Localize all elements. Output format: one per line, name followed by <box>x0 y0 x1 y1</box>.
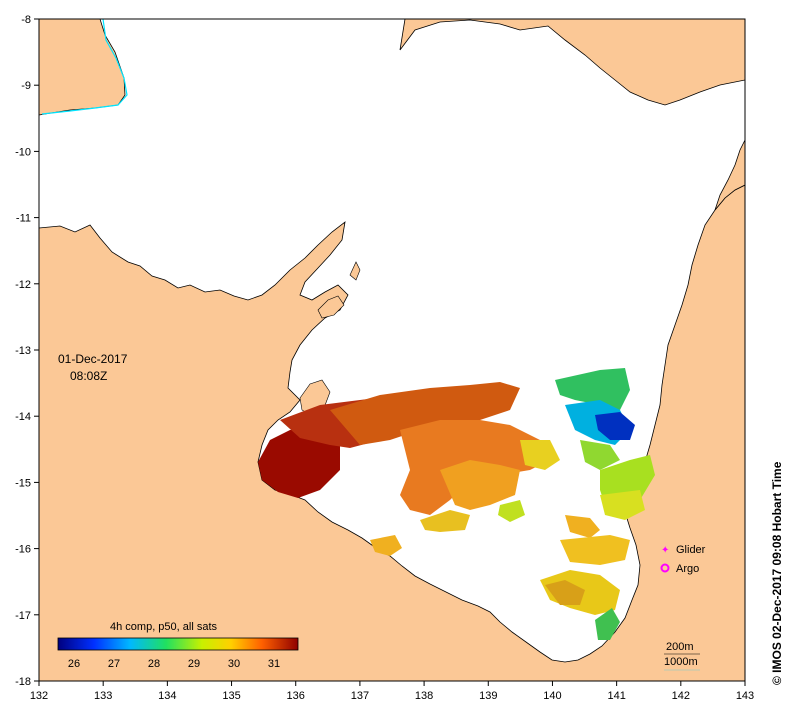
lat-tick-label: -10 <box>15 146 31 158</box>
colorbar-tick-label: 27 <box>108 658 120 670</box>
lon-tick-label: 142 <box>672 690 690 702</box>
contour-1000-label: 1000m <box>664 656 698 668</box>
colorbar-title: 4h comp, p50, all sats <box>110 621 218 633</box>
colorbar-ticks: 26 27 28 29 30 31 <box>68 658 280 670</box>
colorbar-tick-label: 26 <box>68 658 80 670</box>
island-2 <box>349 261 361 281</box>
lon-tick-label: 133 <box>94 690 112 702</box>
glider-label: Glider <box>676 544 706 556</box>
lat-tick-label: -14 <box>15 411 31 423</box>
lon-tick-label: 141 <box>607 690 625 702</box>
colorbar-tick-label: 30 <box>228 658 240 670</box>
lat-tick-label: -13 <box>15 345 31 357</box>
sst-overlay <box>258 368 655 640</box>
island-1 <box>317 295 345 319</box>
colorbar-tick-label: 28 <box>148 658 160 670</box>
lat-tick-label: -9 <box>21 80 31 92</box>
lat-tick-label: -8 <box>21 14 31 26</box>
lon-tick-label: 137 <box>351 690 369 702</box>
lon-tick-label: 143 <box>736 690 754 702</box>
argo-marker <box>660 563 670 573</box>
lon-tick-label: 139 <box>479 690 497 702</box>
lat-axis: -8 -9 -10 -11 -12 -13 -14 -15 -16 -17 -18 <box>15 14 39 688</box>
contour-200-label: 200m <box>666 641 694 653</box>
lat-tick-label: -12 <box>15 279 31 291</box>
lat-tick-label: -18 <box>15 676 31 688</box>
credit-text: © IMOS 02-Dec-2017 09:08 Hobart Time <box>770 461 784 685</box>
lat-tick-label: -11 <box>16 213 31 225</box>
colorbar <box>57 637 299 651</box>
glider-marker: ✦ <box>661 545 669 556</box>
land-new-guinea <box>399 19 745 106</box>
lon-axis: 132 133 134 135 136 137 138 139 140 141 142 143 <box>30 681 754 702</box>
land-northern-territory <box>39 184 745 681</box>
lon-tick-label: 138 <box>415 690 433 702</box>
lon-tick-label: 132 <box>30 690 48 702</box>
lon-tick-label: 140 <box>543 690 561 702</box>
lon-tick-label: 136 <box>287 690 305 702</box>
time-label: 08:08Z <box>70 369 107 383</box>
lat-tick-label: -17 <box>15 610 31 622</box>
river <box>41 19 128 115</box>
colorbar-tick-label: 29 <box>188 658 200 670</box>
lat-tick-label: -15 <box>15 477 31 489</box>
lon-tick-label: 134 <box>158 690 176 702</box>
colorbar-tick-label: 31 <box>268 658 280 670</box>
date-label: 01-Dec-2017 <box>58 352 128 366</box>
lon-tick-label: 135 <box>222 690 240 702</box>
argo-label: Argo <box>676 563 699 575</box>
lat-tick-label: -16 <box>15 544 31 556</box>
land-cape-york-north <box>714 139 745 211</box>
